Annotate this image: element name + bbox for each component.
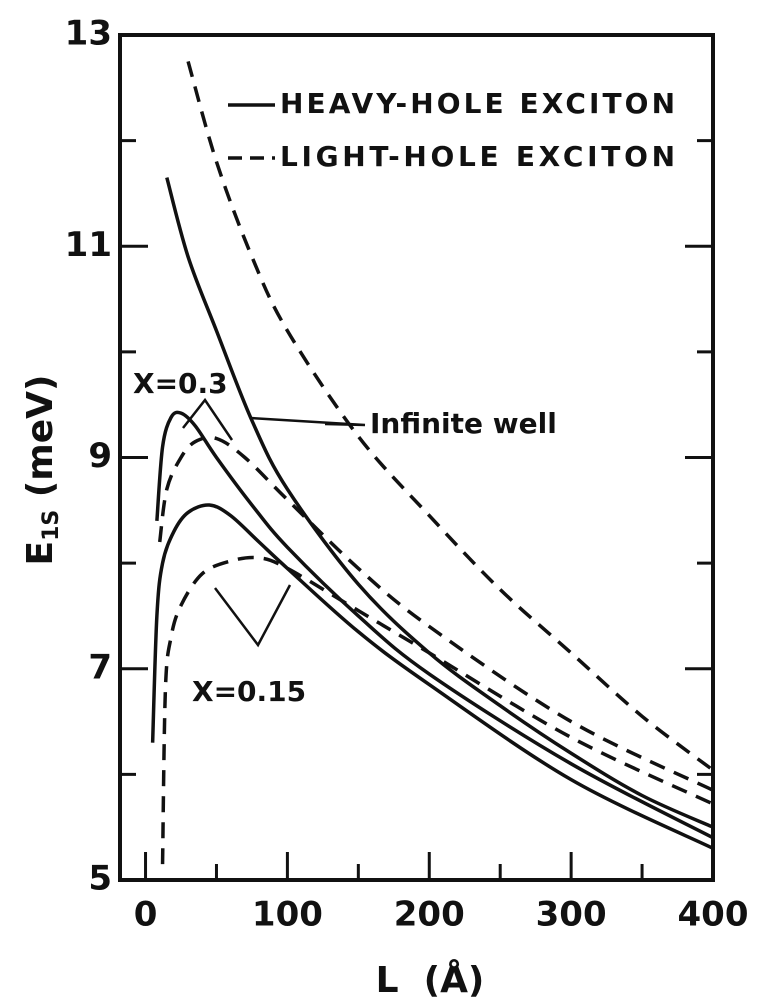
legend-label: HEAVY-HOLE EXCITON: [280, 87, 675, 120]
series-line: [155, 410, 714, 840]
x-tick-label: 0: [134, 895, 158, 935]
annotation: X=0.3: [133, 367, 228, 400]
y-tick-label: 13: [65, 14, 112, 54]
y-label-sub: 1S: [39, 510, 64, 541]
y-label-unit: (meV): [20, 375, 61, 510]
series-line: [157, 435, 714, 792]
y-tick-label: 9: [88, 436, 112, 476]
y-tick-label: 11: [65, 225, 112, 265]
series-line: [150, 503, 714, 850]
series-line: [160, 555, 714, 865]
y-axis-label: E1S (meV): [20, 375, 64, 566]
y-label-main: E: [20, 541, 61, 566]
x-tick-label: 400: [678, 895, 749, 935]
y-tick-label: 5: [88, 859, 112, 899]
annotation-pointers: [182, 397, 366, 648]
pointer: [249, 416, 366, 427]
x-tick-label: 100: [252, 895, 323, 935]
x-axis-label: L (Å): [376, 959, 485, 1001]
legend-label: LIGHT-HOLE EXCITON: [280, 140, 675, 173]
series-line: [165, 177, 714, 829]
annotation: X=0.15: [192, 675, 306, 708]
x-tick-label: 300: [536, 895, 607, 935]
annotation: Infinite well: [370, 407, 557, 440]
series-line: [186, 60, 715, 772]
x-tick-label: 200: [394, 895, 465, 935]
pointer: [214, 584, 292, 648]
y-tick-label: 7: [88, 647, 112, 687]
